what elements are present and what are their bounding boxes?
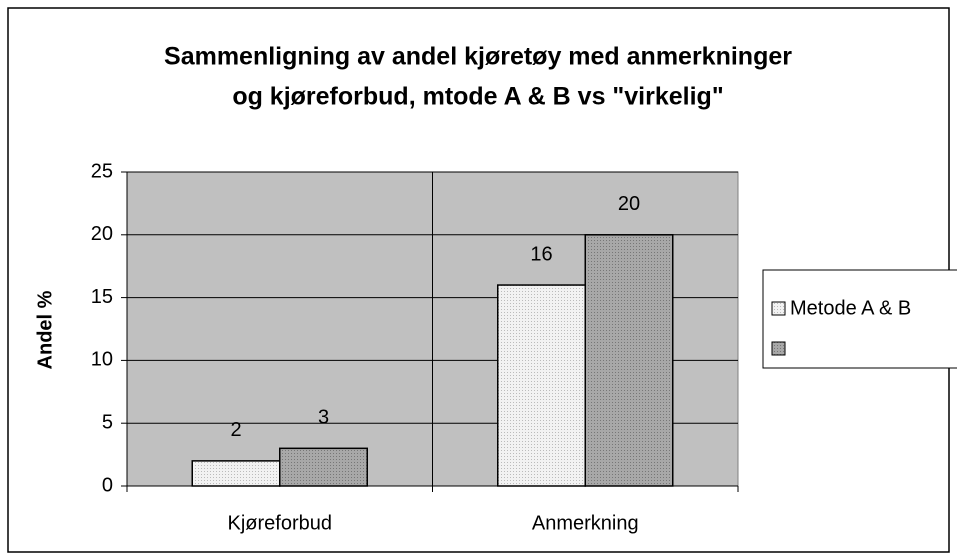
chart-title: og kjøreforbud, mtode A & B vs "virkelig… [232, 83, 723, 111]
data-label: 20 [618, 193, 640, 215]
data-label: 2 [230, 419, 241, 441]
bar [279, 447, 368, 487]
x-tick-label: Anmerkning [532, 512, 639, 534]
y-tick-label: 20 [91, 223, 113, 245]
y-tick-label: 0 [102, 474, 113, 496]
legend: Metode A & B [762, 269, 957, 369]
x-tick-label: Kjøreforbud [228, 512, 333, 534]
bar [191, 460, 281, 487]
data-label: 3 [318, 407, 329, 429]
bar [584, 234, 674, 487]
y-tick-label: 10 [91, 349, 113, 371]
legend-box [762, 269, 957, 369]
legend-swatch [771, 341, 786, 356]
y-tick-label: 15 [91, 286, 113, 308]
y-tick-label: 5 [102, 411, 113, 433]
data-label: 16 [530, 243, 552, 265]
y-axis-label: Andel % [34, 290, 56, 369]
y-tick-label: 25 [91, 160, 113, 182]
legend-label: Metode A & B [790, 297, 911, 319]
legend-swatch [771, 301, 786, 316]
chart-title: Sammenligning av andel kjøretøy med anme… [164, 43, 792, 71]
bar [497, 284, 586, 487]
